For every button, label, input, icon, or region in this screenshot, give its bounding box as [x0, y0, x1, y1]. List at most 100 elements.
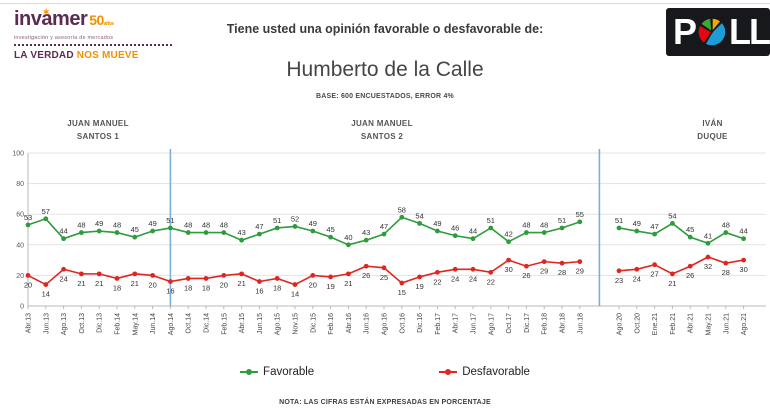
x-tick-label: Nov.15 [293, 313, 300, 335]
legend-label-desfavorable: Desfavorable [462, 366, 530, 378]
invamer-logo: inv ✶ amer 50años investigación y asesoría … [14, 7, 184, 61]
x-tick-label: Oct.16 [399, 313, 406, 334]
x-tick-label: Oct.13 [79, 313, 86, 334]
favorable-point [670, 220, 675, 226]
x-tick-label: Ago.17 [488, 313, 495, 335]
desfavorable-value-label: 29 [576, 267, 584, 276]
favorable-point [652, 231, 657, 237]
favorable-point [239, 237, 245, 243]
favorable-value-label: 51 [615, 216, 623, 225]
desfavorable-value-label: 24 [469, 274, 477, 283]
x-tick-label: Jun.17 [471, 313, 478, 334]
y-tick-label: 40 [16, 242, 24, 249]
x-tick-label: Feb.18 [542, 313, 549, 335]
desfavorable-line-swatch [439, 369, 458, 375]
desfavorable-point [43, 282, 49, 287]
desfavorable-line [27, 259, 580, 286]
star-icon: ✶ [42, 7, 50, 17]
desfavorable-value-label: 24 [59, 274, 67, 283]
survey-question: Tiene usted una opinión favorable o desf… [226, 22, 544, 36]
favorable-value-label: 49 [433, 219, 441, 228]
poll-letters-ll: LL [729, 11, 770, 52]
x-tick-label: Dic.13 [97, 313, 104, 333]
desfavorable-point [185, 276, 191, 281]
favorable-point [221, 230, 227, 235]
x-tick-label: Ago.15 [275, 313, 282, 335]
favorable-value-label: 53 [24, 213, 32, 222]
favorable-point [506, 239, 511, 245]
desfavorable-value-label: 15 [398, 288, 406, 297]
x-tick-label: Jun.15 [257, 313, 264, 334]
x-tick-label: Dic.15 [310, 313, 317, 333]
desfavorable-point [705, 254, 711, 260]
x-tick-label: Feb.21 [670, 313, 677, 335]
desfavorable-value-label: 19 [415, 282, 423, 291]
favorable-value-label: 48 [202, 221, 210, 230]
desfavorable-point [363, 263, 369, 269]
favorable-point [328, 234, 333, 240]
favorable-value-label: 48 [220, 221, 228, 230]
desfavorable-point [670, 271, 675, 277]
favorable-point [292, 224, 298, 229]
desfavorable-value-label: 30 [739, 265, 747, 274]
desfavorable-point [435, 269, 440, 275]
desfavorable-point [25, 273, 31, 278]
desfavorable-value-label: 21 [668, 279, 676, 288]
legend-item-favorable: Favorable [240, 366, 314, 378]
desfavorable-value-label: 29 [540, 267, 548, 276]
favorable-point [185, 230, 191, 235]
desfavorable-point [506, 257, 511, 263]
desfavorable-value-label: 25 [380, 273, 388, 282]
desfavorable-value-label: 26 [686, 271, 694, 280]
favorable-value-label: 48 [722, 221, 730, 230]
desfavorable-point [257, 279, 262, 284]
x-tick-label: Abr.17 [453, 313, 460, 333]
desfavorable-value-label: 24 [633, 274, 641, 283]
favorable-value-label: 54 [668, 211, 676, 220]
desfavorable-point [203, 276, 209, 281]
desfavorable-point [274, 276, 280, 281]
favorable-point [363, 237, 369, 243]
desfavorable-point [96, 271, 102, 277]
desfavorable-point [616, 268, 622, 274]
favorable-value-label: 51 [166, 216, 174, 225]
favorable-point [705, 240, 711, 246]
desfavorable-point [524, 263, 529, 269]
desfavorable-point [132, 271, 138, 277]
logo-anios-label: años [103, 21, 114, 27]
x-tick-label: Jun.16 [364, 313, 371, 334]
favorable-point [168, 225, 173, 231]
x-tick-label: Oct.14 [186, 313, 193, 334]
favorable-point [310, 228, 316, 234]
favorable-value-label: 52 [291, 214, 299, 223]
desfavorable-value-label: 18 [184, 283, 192, 292]
favorable-value-label: 45 [131, 225, 139, 234]
x-tick-label: Ago.16 [382, 313, 389, 335]
desfavorable-value-label: 21 [237, 279, 245, 288]
desfavorable-point [687, 263, 693, 269]
x-tick-label: Oct.17 [506, 313, 513, 334]
desfavorable-point [741, 257, 746, 263]
favorable-point [452, 233, 458, 239]
top-divider-rule [0, 3, 770, 4]
desfavorable-value-label: 14 [42, 290, 50, 299]
favorable-point [723, 230, 729, 235]
desfavorable-value-label: 18 [273, 283, 281, 292]
favorable-value-label: 49 [633, 219, 641, 228]
logo-slogan: LA VERDAD NOS MUEVE [14, 50, 139, 61]
logo-50-badge: 50 [89, 12, 104, 28]
x-tick-label: Feb.16 [328, 313, 335, 335]
page-title: Humberto de la Calle [286, 58, 484, 81]
favorable-point [559, 225, 565, 231]
x-tick-label: Abr.16 [346, 313, 353, 333]
x-tick-label: Jun.18 [577, 313, 584, 334]
favorable-value-label: 43 [362, 228, 370, 237]
favorable-value-label: 40 [344, 233, 352, 242]
desfavorable-point [559, 260, 565, 266]
desfavorable-value-label: 21 [131, 279, 139, 288]
desfavorable-value-label: 20 [24, 280, 32, 289]
favorable-line [27, 216, 581, 246]
favorable-value-label: 57 [42, 207, 50, 216]
favorable-point [435, 228, 440, 234]
